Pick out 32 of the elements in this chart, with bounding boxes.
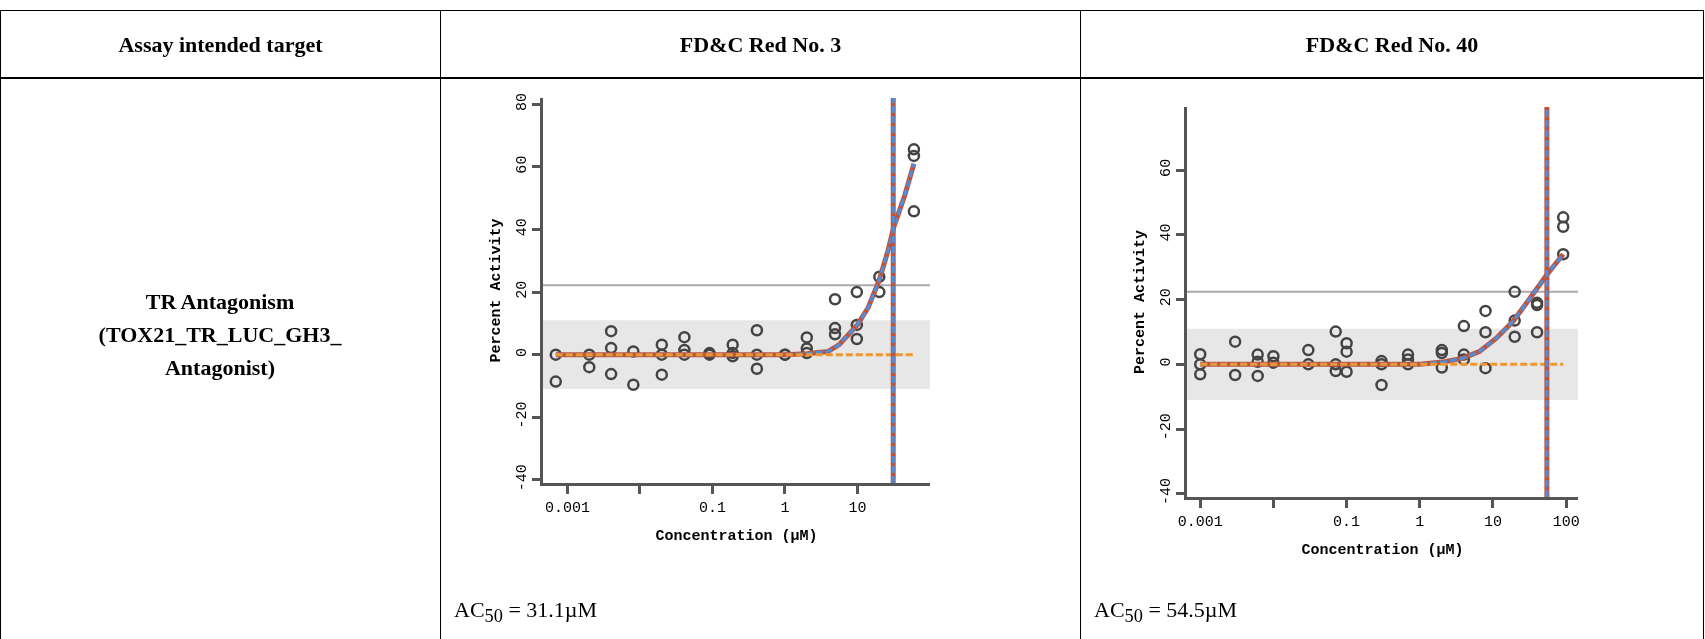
y-tick-label: 40 <box>514 218 531 237</box>
x-tick-label: 10 <box>1483 514 1502 531</box>
text: Assay intended target <box>0 10 441 79</box>
y-tick-label: 60 <box>1158 158 1175 177</box>
x-tick-label: 0.1 <box>1333 514 1361 531</box>
x-tick-label: 0.001 <box>1177 514 1223 531</box>
x-tick-label: 0.1 <box>698 500 726 517</box>
y-tick-label: 0 <box>514 347 531 357</box>
y-tick-label: 20 <box>1158 288 1175 307</box>
x-axis-title: Concentration (µM) <box>1301 542 1464 559</box>
chart-title: FD&C Red No. 40 <box>1080 10 1704 79</box>
y-axis-title: Percent Activity <box>488 218 506 363</box>
text: AC$_{50}$ = 54.5µM <box>1094 597 1238 628</box>
text: TR Antagonism (TOX21_TR_LUC_GH3_ Antagonist) <box>97 288 343 382</box>
y-tick-label: 0 <box>1158 357 1175 367</box>
y-tick-label: 60 <box>514 155 531 174</box>
x-axis-title: Concentration (µM) <box>655 528 818 545</box>
y-tick-label: -20 <box>514 401 531 429</box>
y-tick-label: 40 <box>1158 223 1175 242</box>
y-axis-title: Percent Activity <box>1132 229 1150 375</box>
x-tick-label: 10 <box>848 500 867 517</box>
x-tick-label: 1 <box>780 500 790 517</box>
y-tick-label: 20 <box>514 280 531 299</box>
y-tick-label: -20 <box>1158 413 1175 441</box>
x-tick-label: 0.001 <box>544 500 590 517</box>
y-tick-label: -40 <box>514 464 531 492</box>
y-tick-label: -40 <box>1158 478 1175 506</box>
chart-title: FD&C Red No. 3 <box>440 10 1081 79</box>
y-tick-label: 80 <box>514 93 531 112</box>
x-tick-label: 100 <box>1552 514 1580 531</box>
text: AC$_{50}$ = 31.1µM <box>454 597 598 628</box>
x-tick-label: 1 <box>1415 514 1425 531</box>
